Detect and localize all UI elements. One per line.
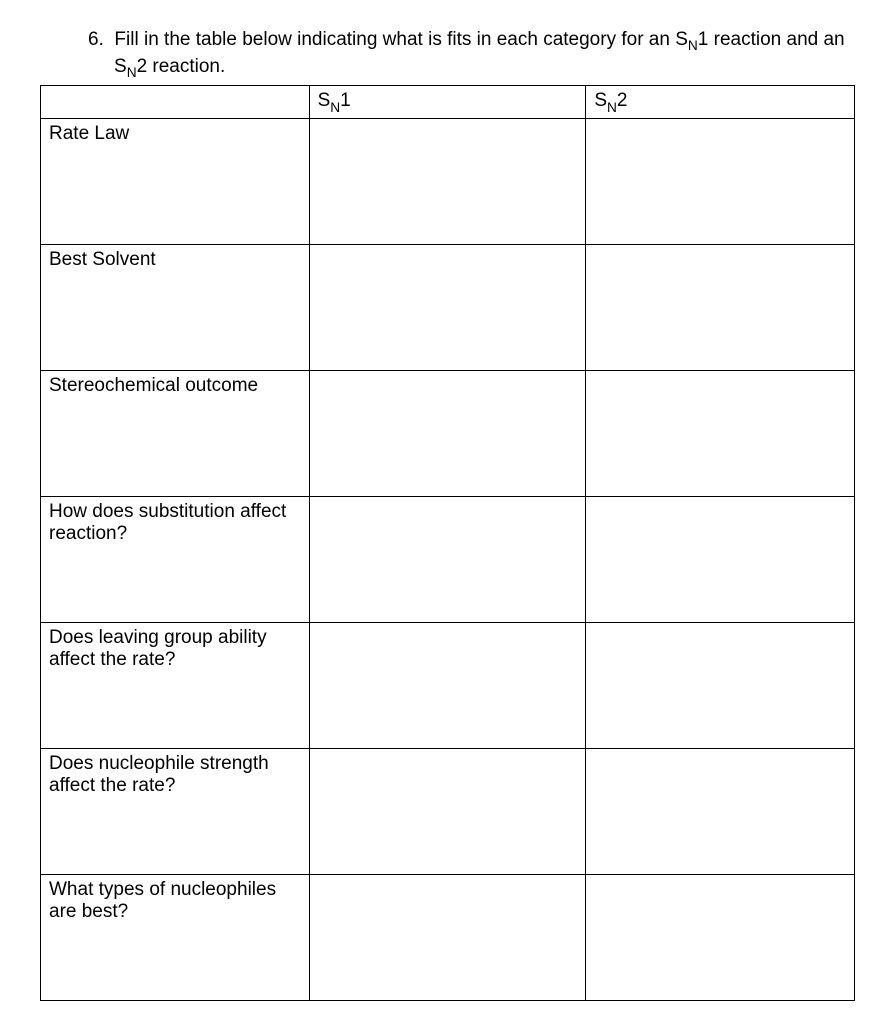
row-label: Does leaving group ability affect the ra… — [41, 622, 310, 748]
row-sn2-cell — [586, 370, 855, 496]
table-row: Stereochemical outcome — [41, 370, 855, 496]
row-label: How does substitution affect reaction? — [41, 496, 310, 622]
row-sn1-cell — [309, 370, 586, 496]
row-label: Best Solvent — [41, 244, 310, 370]
row-label: Stereochemical outcome — [41, 370, 310, 496]
question-text-3: 2 reaction. — [137, 56, 226, 77]
table-body: Rate Law Best Solvent Stereochemical out… — [41, 118, 855, 1000]
row-sn1-cell — [309, 874, 586, 1000]
header-category — [41, 86, 310, 119]
table-row: Does leaving group ability affect the ra… — [41, 622, 855, 748]
table-header-row: SN1 SN2 — [41, 86, 855, 119]
row-sn1-cell — [309, 496, 586, 622]
question-number: 6. — [88, 29, 104, 50]
table-row: Does nucleophile strength affect the rat… — [41, 748, 855, 874]
table-row: What types of nucleophiles are best? — [41, 874, 855, 1000]
header-sn2-post: 2 — [617, 90, 628, 111]
row-sn1-cell — [309, 118, 586, 244]
row-sn2-cell — [586, 496, 855, 622]
question-sub-1: N — [688, 38, 698, 53]
row-sn2-cell — [586, 748, 855, 874]
row-sn2-cell — [586, 622, 855, 748]
header-sn1-pre: S — [318, 90, 331, 111]
comparison-table: SN1 SN2 Rate Law Best Solvent Stereochem… — [40, 85, 855, 1001]
header-sn1-sub: N — [330, 100, 340, 115]
header-sn1: SN1 — [309, 86, 586, 119]
row-sn2-cell — [586, 244, 855, 370]
header-sn2-sub: N — [607, 100, 617, 115]
row-sn1-cell — [309, 748, 586, 874]
row-label: What types of nucleophiles are best? — [41, 874, 310, 1000]
question-prompt: 6. Fill in the table below indicating wh… — [114, 28, 855, 81]
question-sub-2: N — [127, 65, 137, 80]
row-sn2-cell — [586, 874, 855, 1000]
header-sn1-post: 1 — [340, 90, 351, 111]
row-label: Does nucleophile strength affect the rat… — [41, 748, 310, 874]
question-text-1: Fill in the table below indicating what … — [114, 29, 687, 50]
row-sn2-cell — [586, 118, 855, 244]
table-row: Rate Law — [41, 118, 855, 244]
header-sn2-pre: S — [594, 90, 607, 111]
header-sn2: SN2 — [586, 86, 855, 119]
row-sn1-cell — [309, 244, 586, 370]
row-sn1-cell — [309, 622, 586, 748]
question-block: 6. Fill in the table below indicating wh… — [40, 28, 855, 81]
table-row: How does substitution affect reaction? — [41, 496, 855, 622]
table-row: Best Solvent — [41, 244, 855, 370]
row-label: Rate Law — [41, 118, 310, 244]
